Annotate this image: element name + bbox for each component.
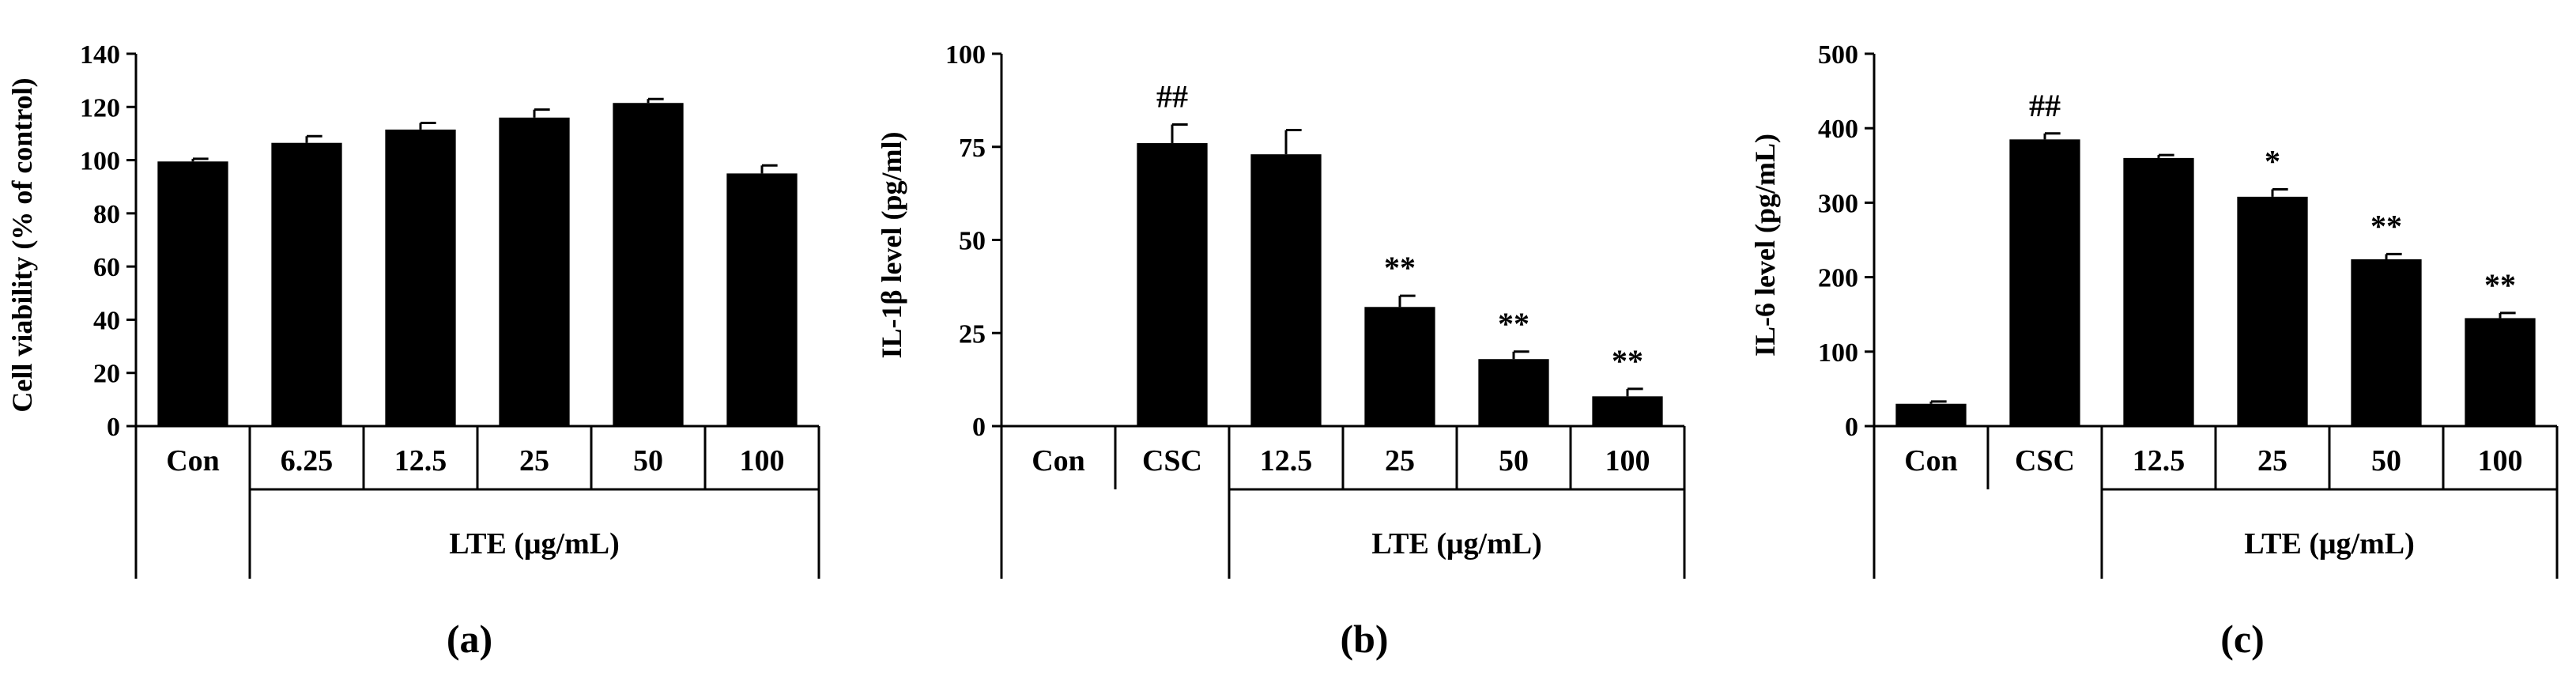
y-tick-label: 50 [959, 227, 986, 256]
category-label: Con [1032, 444, 1085, 478]
y-tick-label: 0 [1845, 413, 1858, 442]
panel-label: (c) [2220, 617, 2265, 661]
category-label: 50 [633, 444, 663, 478]
y-tick-label: 0 [107, 413, 120, 442]
group-label: LTE (μg/mL) [1371, 527, 1541, 561]
significance-label: ## [1156, 78, 1188, 114]
bar [726, 173, 798, 426]
category-label: 25 [1385, 444, 1415, 478]
y-tick-label: 40 [93, 306, 120, 335]
bar [2009, 139, 2080, 426]
y-tick-label: 200 [1818, 264, 1858, 293]
bar [385, 129, 456, 426]
bar [1250, 154, 1322, 427]
bar [2123, 157, 2194, 426]
category-label: 12.5 [394, 444, 447, 478]
bar [1364, 307, 1435, 426]
bar [2237, 196, 2308, 426]
category-label: 50 [2371, 444, 2401, 478]
y-tick-label: 75 [959, 134, 986, 163]
y-tick-label: 140 [80, 40, 120, 70]
panel-a: 0 20 40 60 80 100 120 140 Cell viability (% of c… [6, 40, 820, 661]
y-axis-title: IL-1β level (pg/ml) [876, 132, 907, 359]
significance-label: ** [2370, 208, 2402, 243]
y-tick-label: 0 [972, 413, 986, 442]
y-axis-title: IL-6 level (pg/mL) [1749, 134, 1781, 357]
bar [271, 142, 342, 427]
significance-label: * [2265, 143, 2280, 179]
category-label: CSC [1142, 444, 1202, 478]
y-tick-label: 120 [80, 93, 120, 123]
category-label: 50 [1499, 444, 1529, 478]
category-label: 100 [2478, 444, 2523, 478]
bar [2465, 318, 2536, 426]
bar [499, 117, 570, 426]
y-tick-label: 100 [1818, 338, 1858, 368]
y-tick-label: 500 [1818, 40, 1858, 70]
y-tick-label: 300 [1818, 189, 1858, 218]
category-label: 25 [2257, 444, 2287, 478]
bar [1895, 403, 1967, 426]
y-tick-label: 80 [93, 200, 120, 229]
y-tick-label: 400 [1818, 115, 1858, 144]
category-label: 12.5 [2133, 444, 2186, 478]
category-label: Con [1904, 444, 1958, 478]
panel-label: (a) [447, 617, 492, 661]
category-label: CSC [2015, 444, 2075, 478]
bar [1137, 143, 1208, 427]
significance-label: ** [1384, 250, 1416, 285]
significance-label: ** [2484, 267, 2516, 303]
y-axis-title: Cell viability (% of control) [6, 77, 38, 412]
bar [1592, 396, 1663, 426]
bar [613, 103, 684, 426]
y-tick-label: 60 [93, 253, 120, 282]
bar [157, 161, 228, 426]
y-tick-label: 100 [80, 147, 120, 176]
category-label: Con [166, 444, 220, 478]
y-tick-label: 25 [959, 319, 986, 349]
category-label: 100 [1605, 444, 1650, 478]
panel-c: 0 100 200 300 400 500 IL-6 level (pg/mL) Con CSC… [1749, 40, 2559, 661]
bar [1478, 359, 1549, 426]
panel-b: 0 25 50 75 100 IL-1β level (pg/ml) Con CSC ## 12.… [876, 40, 1686, 661]
group-label: LTE (μg/mL) [449, 527, 619, 561]
bar [2351, 259, 2422, 426]
group-label: LTE (μg/mL) [2244, 527, 2414, 561]
y-tick-label: 20 [93, 360, 120, 389]
y-tick-label: 100 [945, 40, 986, 70]
significance-label: ** [1498, 306, 1529, 342]
category-label: 100 [740, 444, 785, 478]
significance-label: ## [2029, 88, 2061, 123]
panel-label: (b) [1340, 617, 1388, 661]
category-label: 25 [519, 444, 549, 478]
significance-label: ** [1612, 343, 1643, 379]
category-label: 6.25 [281, 444, 334, 478]
category-label: 12.5 [1260, 444, 1313, 478]
